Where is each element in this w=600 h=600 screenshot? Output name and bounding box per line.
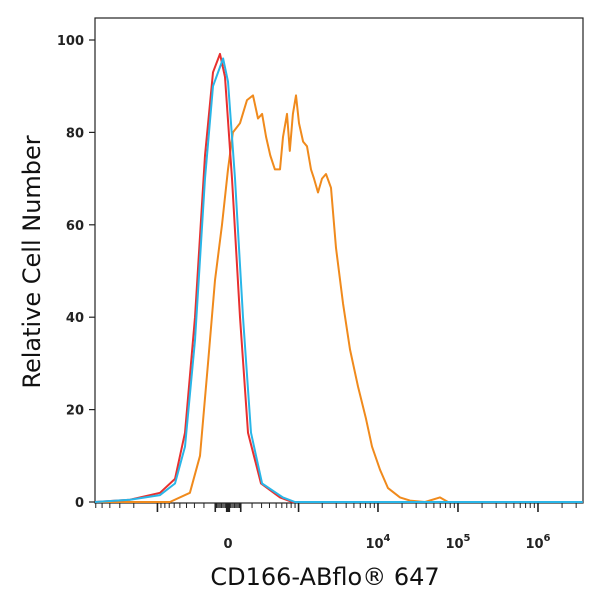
- x-tick-label-exponent: 6: [544, 533, 551, 544]
- x-tick-label-base: 10: [365, 537, 383, 552]
- y-tick-label: 0: [75, 496, 84, 511]
- x-tick-label-exponent: 4: [384, 533, 391, 544]
- x-tick-label-base: 10: [525, 537, 543, 552]
- y-tick-label: 60: [66, 219, 84, 234]
- y-axis-title: Relative Cell Number: [18, 135, 46, 388]
- x-tick-label-exponent: 5: [464, 533, 471, 544]
- y-axis: 0 20 40 60 80 100: [57, 34, 95, 511]
- x-tick-label-base: 10: [445, 537, 463, 552]
- x-axis-title: CD166-ABflo® 647: [210, 563, 439, 591]
- series-group: [94, 52, 583, 503]
- x-tick-label: 0: [223, 537, 232, 552]
- histogram-line-1: [94, 57, 583, 503]
- y-tick-label: 40: [66, 311, 84, 326]
- x-axis: 0 104 105 106: [95, 503, 577, 552]
- x-tick-label: 105: [445, 533, 470, 552]
- x-tick-label: 106: [525, 533, 550, 552]
- histogram-line-2: [95, 94, 583, 503]
- y-tick-label: 80: [66, 126, 84, 141]
- y-tick-label: 20: [66, 404, 84, 419]
- x-tick-label: 104: [365, 533, 390, 552]
- plot-frame: [94, 17, 584, 504]
- y-tick-label: 100: [57, 34, 84, 49]
- x-tick-label-base: 0: [223, 537, 232, 552]
